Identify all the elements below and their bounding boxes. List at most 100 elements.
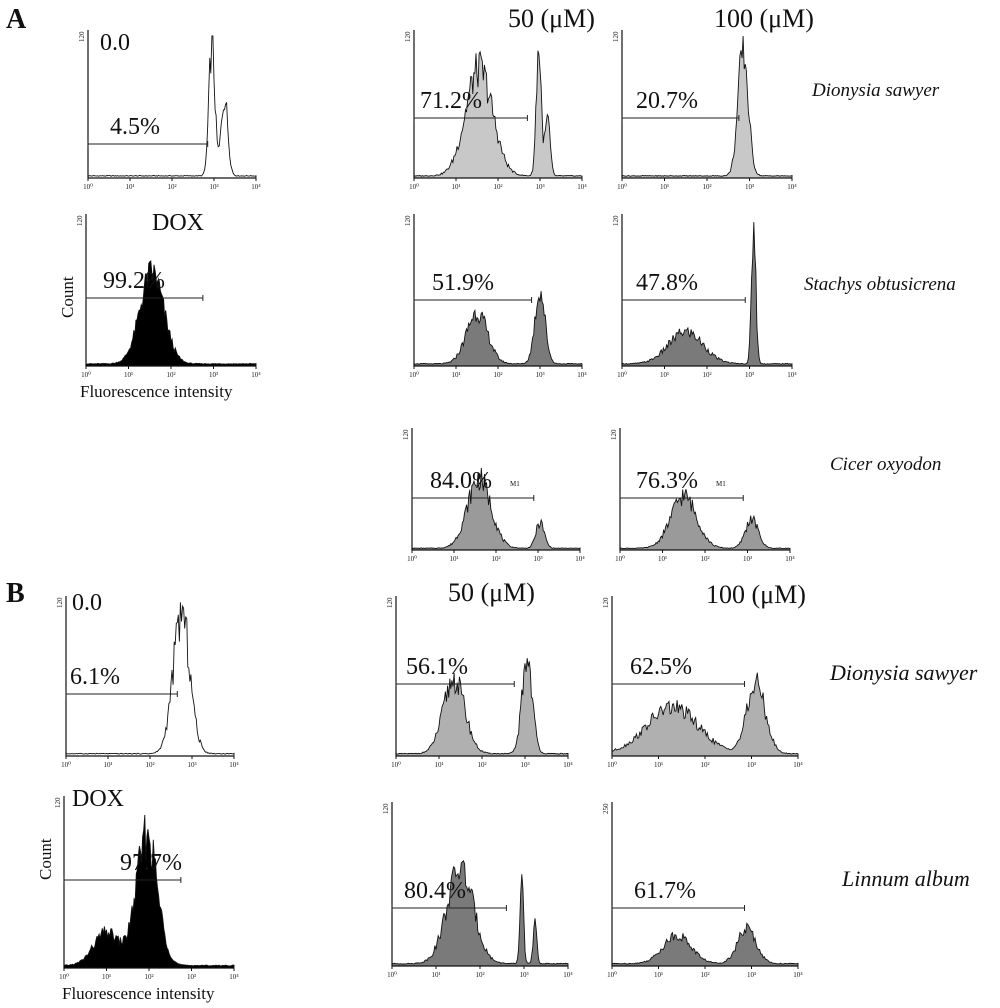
gate-percentage-label: 71.2% [420, 88, 482, 114]
histogram-plot-13: 120 10⁰ 10¹ 10² 10³ 10⁴ [382, 802, 573, 979]
y-max-tick: 120 [56, 597, 64, 608]
x-tick-label: 10¹ [103, 761, 112, 769]
x-tick-label: 10² [166, 371, 175, 379]
gate-percentage-label: 6.1% [70, 664, 120, 690]
gate-percentage-label: 4.5% [110, 114, 160, 140]
x-tick-label: 10² [700, 555, 709, 563]
x-tick-label: 10³ [535, 183, 544, 191]
x-tick-label: 10¹ [102, 973, 111, 981]
x-tick-label: 10⁰ [607, 761, 617, 769]
y-max-tick: 120 [602, 597, 610, 608]
x-tick-label: 10¹ [658, 555, 667, 563]
y-max-tick: 250 [602, 803, 610, 814]
x-tick-label: 10⁰ [607, 971, 617, 979]
histogram-distribution [85, 260, 257, 367]
y-max-tick: 120 [54, 797, 62, 808]
y-max-tick: 120 [612, 215, 620, 226]
x-tick-label: 10⁰ [409, 183, 419, 191]
x-tick-label: 10⁴ [793, 971, 803, 979]
x-tick-label: 10² [491, 555, 500, 563]
gate-percentage-label: 80.4% [404, 878, 466, 904]
x-tick-label: 10⁴ [563, 761, 573, 769]
x-tick-label: 10¹ [654, 761, 663, 769]
x-tick-label: 10⁴ [229, 761, 239, 769]
gate-percentage-label: 20.7% [636, 88, 698, 114]
histogram-distribution [611, 922, 799, 967]
histogram-plot-6: 120 10⁰ 10¹ 10² 10³ 10⁴ [612, 214, 797, 379]
histogram-distribution [611, 672, 799, 757]
fluorescence-axis-label-a: Fluorescence intensity [80, 382, 233, 401]
x-tick-label: 10² [700, 761, 709, 769]
histogram-plot-5: 120 10⁰ 10¹ 10² 10³ 10⁴ [404, 214, 587, 379]
y-max-tick: 120 [402, 429, 410, 440]
x-tick-label: 10⁰ [615, 555, 625, 563]
y-max-tick: 120 [612, 31, 620, 42]
histogram-plot-9: 120 10⁰ 10¹ 10² 10³ 10⁴ [56, 596, 239, 769]
x-tick-label: 10² [493, 183, 502, 191]
x-tick-label: 10⁴ [793, 761, 803, 769]
y-max-tick: 120 [610, 429, 618, 440]
gate-percentage-label: 47.8% [636, 270, 698, 296]
histogram-plot-14: 250 10⁰ 10¹ 10² 10³ 10⁴ [602, 802, 803, 979]
species-label-linnum: Linnum album [842, 866, 970, 891]
x-tick-label: 10¹ [660, 371, 669, 379]
x-tick-label: 10⁴ [575, 555, 585, 563]
species-label-stachys: Stachys obtusicrena [804, 274, 956, 295]
x-tick-label: 10⁰ [83, 183, 93, 191]
histogram-plot-10: 120 10⁰ 10¹ 10² 10³ 10⁴ [54, 796, 239, 981]
histogram-plot-8: 120 10⁰ 10¹ 10² 10³ 10⁴ [610, 428, 795, 563]
x-tick-label: 10⁰ [81, 371, 91, 379]
x-tick-label: 10¹ [125, 183, 134, 191]
histogram-plot-7: 120 10⁰ 10¹ 10² 10³ 10⁴ [402, 428, 585, 563]
x-tick-label: 10⁰ [617, 183, 627, 191]
x-tick-label: 10⁰ [617, 371, 627, 379]
gate-percentage-label: 76.3% [636, 468, 698, 494]
x-tick-label: 10⁴ [251, 183, 261, 191]
histogram-distribution [395, 658, 569, 757]
x-tick-label: 10⁴ [577, 371, 587, 379]
marker-m1-label: M1 [510, 480, 520, 488]
x-tick-label: 10⁴ [577, 183, 587, 191]
histogram-plot-2: 120 10⁰ 10¹ 10² 10³ 10⁴ [76, 214, 261, 379]
x-tick-label: 10³ [209, 371, 218, 379]
histogram-distribution [413, 50, 583, 179]
gate-percentage-label: 84.0% [430, 468, 492, 494]
x-tick-label: 10³ [745, 183, 754, 191]
x-tick-label: 10³ [743, 555, 752, 563]
x-tick-label: 10⁴ [229, 973, 239, 981]
x-tick-label: 10⁰ [387, 971, 397, 979]
x-tick-label: 10³ [747, 971, 756, 979]
panel-letter-b: B [6, 578, 25, 609]
histogram-distribution [621, 35, 793, 179]
x-tick-label: 10⁴ [787, 371, 797, 379]
gate-percentage-label: 97.7% [120, 850, 182, 876]
condition-label: 0.0 [72, 590, 102, 616]
x-tick-label: 10² [702, 183, 711, 191]
x-tick-label: 10² [475, 971, 484, 979]
x-tick-label: 10⁰ [409, 371, 419, 379]
histogram-distribution [413, 291, 583, 367]
x-tick-label: 10² [493, 371, 502, 379]
x-tick-label: 10³ [520, 761, 529, 769]
histogram-plot-4: 120 10⁰ 10¹ 10² 10³ 10⁴ [612, 30, 797, 191]
histogram-plot-3: 120 10⁰ 10¹ 10² 10³ 10⁴ [404, 30, 587, 191]
x-tick-label: 10¹ [660, 183, 669, 191]
x-tick-label: 10³ [747, 761, 756, 769]
x-tick-label: 10³ [519, 971, 528, 979]
x-tick-label: 10⁴ [563, 971, 573, 979]
gate-percentage-label: 62.5% [630, 654, 692, 680]
species-label-dionysia-a: Dionysia sawyer [812, 80, 940, 101]
x-tick-label: 10⁴ [787, 183, 797, 191]
condition-label: 0.0 [100, 30, 130, 56]
x-tick-label: 10³ [187, 973, 196, 981]
x-tick-label: 10¹ [434, 761, 443, 769]
gate-percentage-label: 56.1% [406, 654, 468, 680]
x-tick-label: 10⁰ [391, 761, 401, 769]
x-tick-label: 10³ [535, 371, 544, 379]
x-tick-label: 10¹ [654, 971, 663, 979]
histogram-plot-1: 120 10⁰ 10¹ 10² 10³ 10⁴ [78, 30, 261, 191]
x-tick-label: 10¹ [124, 371, 133, 379]
gate-percentage-label: 99.2% [103, 268, 165, 294]
x-tick-label: 10² [700, 971, 709, 979]
x-tick-label: 10² [167, 183, 176, 191]
